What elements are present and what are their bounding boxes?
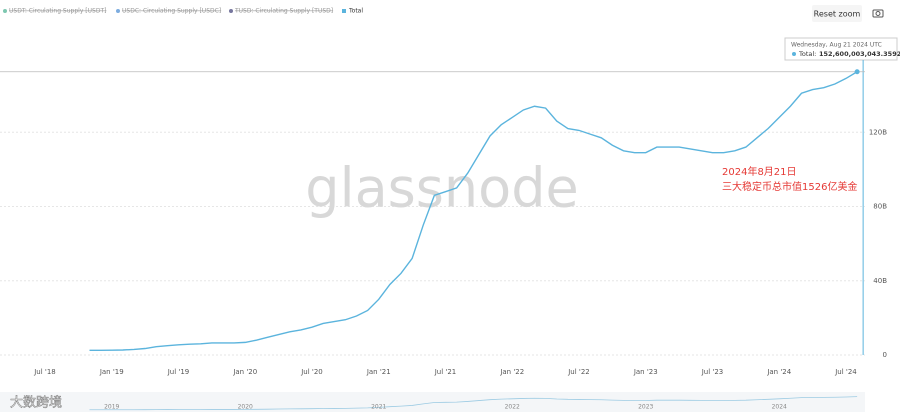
legend-label: TUSD: Circulating Supply [TUSD]	[234, 8, 333, 15]
x-tick-label: Jan '23	[633, 368, 658, 376]
navigator-label: 2019	[104, 404, 119, 411]
x-tick-label: Jul '20	[300, 368, 323, 376]
tooltip-value: 152,600,003,043.35928	[819, 50, 900, 58]
legend-label: USDC: Circulating Supply [USDC]	[122, 8, 221, 15]
navigator-label: 2022	[505, 404, 520, 411]
x-tick-label: Jan '21	[366, 368, 391, 376]
annotation: 2024年8月21日	[722, 165, 797, 178]
x-tick-label: Jul '23	[701, 368, 724, 376]
x-tick-label: Jan '24	[766, 368, 791, 376]
x-tick-label: Jul '21	[434, 368, 457, 376]
y-tick-label: 40B	[873, 277, 887, 285]
line	[89, 71, 858, 352]
reset-zoom-button[interactable]	[812, 5, 862, 22]
annotation: 三大稳定币总市值1526亿美金	[722, 180, 857, 193]
reset-zoom-label[interactable]: Reset zoom	[814, 10, 861, 19]
x-tick-label: Jan '19	[99, 368, 124, 376]
y-tick-label: 0	[883, 351, 887, 359]
x-tick-label: Jul '22	[567, 368, 590, 376]
x-tick-label: Jul '24	[834, 368, 857, 376]
watermark: glassnode	[305, 157, 578, 220]
tooltip-marker	[792, 52, 796, 56]
tooltip-label: Total:	[798, 50, 816, 58]
point-marker	[854, 69, 860, 75]
navigator-label: 2021	[371, 404, 386, 411]
navigator	[0, 392, 865, 412]
x-tick-label: Jul '19	[167, 368, 190, 376]
legend-label: USDT: Circulating Supply [USDT]	[9, 8, 106, 15]
navigator-label: 2024	[772, 404, 787, 411]
legend-marker	[116, 9, 120, 13]
navigator-label: 2023	[638, 404, 653, 411]
legend-marker	[229, 9, 233, 13]
y-tick-label: 120B	[869, 128, 887, 136]
x-tick-label: Jan '22	[499, 368, 524, 376]
x-tick-label: Jul '18	[33, 368, 56, 376]
x-tick-label: Jan '20	[232, 368, 257, 376]
navigator-label: 2020	[238, 404, 253, 411]
legend-marker	[3, 9, 7, 13]
legend-marker	[342, 9, 346, 13]
y-tick-label: 80B	[873, 203, 887, 211]
tooltip	[784, 37, 898, 61]
camera-icon[interactable]	[872, 9, 884, 18]
navigator-line	[89, 396, 858, 411]
source-watermark: 大数跨境	[10, 396, 62, 411]
legend-label: Total	[348, 8, 363, 15]
tooltip-date: Wednesday, Aug 21 2024 UTC	[791, 42, 882, 49]
